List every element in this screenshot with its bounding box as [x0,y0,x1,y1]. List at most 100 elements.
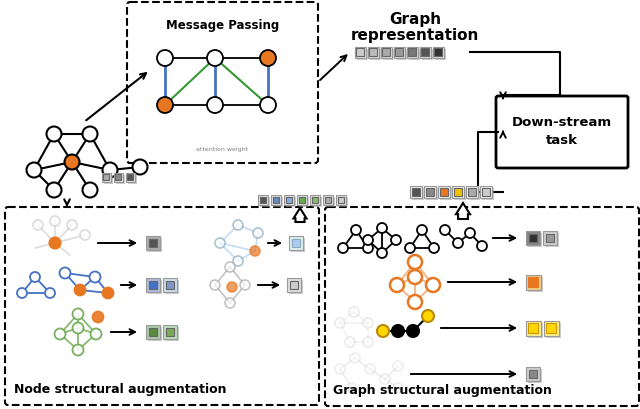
Circle shape [408,295,422,309]
Circle shape [426,278,440,292]
Bar [312,197,322,207]
Bar [482,188,490,196]
Circle shape [363,337,373,347]
Bar [527,323,543,337]
Bar [482,188,494,200]
Circle shape [407,325,419,337]
Circle shape [50,238,60,248]
Circle shape [90,272,100,283]
Bar [369,49,381,59]
Bar [406,47,417,58]
Bar [529,234,538,243]
Bar [286,197,292,203]
Bar [273,197,283,207]
Circle shape [349,307,359,317]
Bar [258,195,268,205]
Bar [115,174,121,180]
Bar [545,234,554,243]
Bar [260,197,270,207]
Bar [383,49,394,59]
Circle shape [405,243,415,253]
Bar [435,49,442,56]
Text: representation: representation [351,28,479,43]
Bar [325,197,332,203]
Bar [525,321,541,335]
Circle shape [440,225,450,235]
Bar [422,49,429,56]
Bar [148,238,162,252]
Circle shape [350,353,360,363]
Bar [286,197,296,207]
Circle shape [465,228,475,238]
Bar [394,47,404,58]
Circle shape [93,312,104,323]
Circle shape [30,272,40,282]
Circle shape [49,238,61,249]
Circle shape [260,97,276,113]
Bar [396,49,406,59]
Bar [271,195,281,205]
Polygon shape [294,208,307,222]
Bar [543,321,559,335]
Circle shape [240,280,250,290]
Circle shape [392,325,404,337]
Circle shape [347,383,357,393]
Bar [433,47,444,58]
Bar [289,281,298,290]
Bar [422,49,433,59]
Circle shape [157,50,173,66]
Bar [113,173,122,182]
Bar [146,325,160,339]
Bar [526,231,540,245]
Circle shape [50,216,60,226]
Bar [369,49,376,56]
Bar [355,47,365,58]
Circle shape [408,255,422,269]
Text: Node structural augmentation: Node structural augmentation [14,383,227,396]
Bar [163,278,177,292]
Bar [466,186,478,198]
Bar [289,236,303,250]
Bar [528,369,542,383]
Circle shape [45,288,55,298]
Circle shape [363,318,373,328]
Circle shape [157,97,173,113]
Circle shape [365,364,375,374]
Bar [166,281,175,290]
Bar [299,197,309,207]
Bar [287,278,301,292]
Bar [480,186,492,198]
Bar [408,49,419,59]
Circle shape [453,238,463,248]
Circle shape [363,235,373,245]
Circle shape [335,318,345,328]
Bar [424,186,436,198]
Circle shape [80,230,90,240]
Text: Graph structural augmentation: Graph structural augmentation [333,384,552,397]
Bar [323,195,333,205]
Circle shape [351,225,361,235]
Bar [312,197,318,203]
Bar [166,328,175,337]
Bar [408,49,415,56]
Circle shape [47,126,61,142]
Bar [146,278,160,292]
Circle shape [377,223,387,233]
Bar [454,188,462,196]
Circle shape [380,374,390,384]
Bar [426,188,434,196]
Circle shape [74,285,86,295]
Circle shape [210,280,220,290]
Circle shape [33,220,43,230]
Circle shape [83,126,97,142]
Bar [338,197,344,203]
Bar [528,277,538,287]
Circle shape [90,328,102,339]
Bar [412,188,420,196]
Bar [299,197,305,203]
Bar [289,280,303,294]
Circle shape [132,160,147,175]
Bar [468,188,480,200]
Bar [410,186,422,198]
Circle shape [253,228,263,238]
